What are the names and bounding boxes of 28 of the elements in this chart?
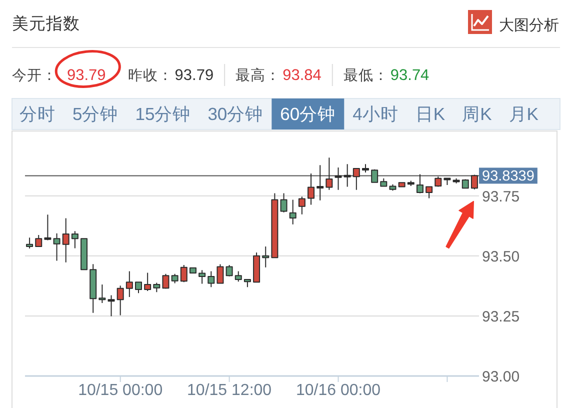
tab-label: 周K bbox=[462, 104, 492, 124]
tab-label: 分时 bbox=[20, 104, 56, 124]
label: 大图分析 bbox=[499, 17, 559, 34]
text: 93.74 bbox=[390, 67, 430, 84]
text: 93.79 bbox=[174, 67, 214, 84]
tab-label: 月K bbox=[508, 104, 538, 124]
title: 美元指数 bbox=[12, 15, 80, 33]
text: 最低： bbox=[343, 68, 388, 84]
tab-label: 15分钟 bbox=[135, 104, 191, 124]
x-tick-label: 10/16 00:00 bbox=[296, 382, 381, 399]
tab-label: 30分钟 bbox=[208, 104, 264, 124]
text: 今开： bbox=[12, 67, 57, 84]
text: 昨收： bbox=[128, 67, 173, 84]
x-tick-label: 10/15 00:00 bbox=[78, 382, 163, 399]
x-tick-label: 10/15 12:00 bbox=[187, 382, 272, 399]
y-tick-label: 93.75 bbox=[482, 188, 520, 206]
text: 93.84 bbox=[282, 67, 322, 84]
tab-label: 5分钟 bbox=[72, 104, 118, 124]
text: 93.79 bbox=[67, 67, 106, 84]
tab-label: 日K bbox=[415, 104, 446, 124]
tab-label: 60分钟 bbox=[280, 104, 336, 124]
y-tick-label: 93.00 bbox=[482, 368, 520, 386]
tab-label: 4小时 bbox=[352, 104, 398, 124]
ref-label: 93.8339 bbox=[479, 168, 538, 185]
y-tick-label: 93.25 bbox=[482, 308, 520, 326]
y-tick-label: 93.50 bbox=[482, 248, 520, 266]
text: 最高： bbox=[236, 67, 281, 84]
ref-line-label: 93.8339 bbox=[482, 168, 534, 185]
